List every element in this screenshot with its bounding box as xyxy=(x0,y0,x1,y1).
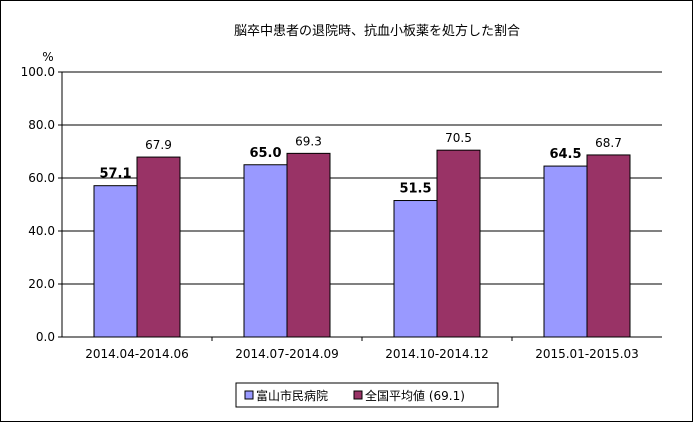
y-tick-label: 80.0 xyxy=(28,118,55,132)
x-tick-label: 2014.04-2014.06 xyxy=(85,347,189,361)
data-label: 64.5 xyxy=(549,147,581,162)
data-label: 68.7 xyxy=(595,136,622,150)
data-label: 70.5 xyxy=(445,131,472,145)
y-tick-label: 100.0 xyxy=(21,65,55,79)
data-label: 67.9 xyxy=(145,138,172,152)
x-tick-label: 2015.01-2015.03 xyxy=(535,347,639,361)
data-label: 57.1 xyxy=(99,167,131,182)
y-tick-label: 0.0 xyxy=(36,330,55,344)
legend-swatch xyxy=(244,390,254,400)
data-label: 51.5 xyxy=(399,182,431,197)
bar xyxy=(436,149,481,338)
x-tick-label: 2014.10-2014.12 xyxy=(385,347,489,361)
legend-box xyxy=(235,382,499,408)
bar xyxy=(543,165,588,338)
bar xyxy=(243,164,288,338)
legend-label: 全国平均値 (69.1) xyxy=(365,388,465,403)
bar xyxy=(136,156,181,338)
bar xyxy=(586,154,631,338)
y-unit-label: % xyxy=(42,50,53,64)
legend-swatch xyxy=(353,390,363,400)
y-tick-label: 60.0 xyxy=(28,171,55,185)
legend-label: 富山市民病院 xyxy=(256,388,328,403)
y-tick-label: 40.0 xyxy=(28,224,55,238)
bar xyxy=(393,200,438,338)
chart-title: 脳卒中患者の退院時、抗血小板薬を処方した割合 xyxy=(234,23,520,39)
x-tick-label: 2014.07-2014.09 xyxy=(235,347,339,361)
data-label: 65.0 xyxy=(249,146,281,161)
bar xyxy=(93,185,138,338)
data-label: 69.3 xyxy=(295,134,322,148)
bar xyxy=(286,152,331,338)
y-tick-label: 20.0 xyxy=(28,277,55,291)
